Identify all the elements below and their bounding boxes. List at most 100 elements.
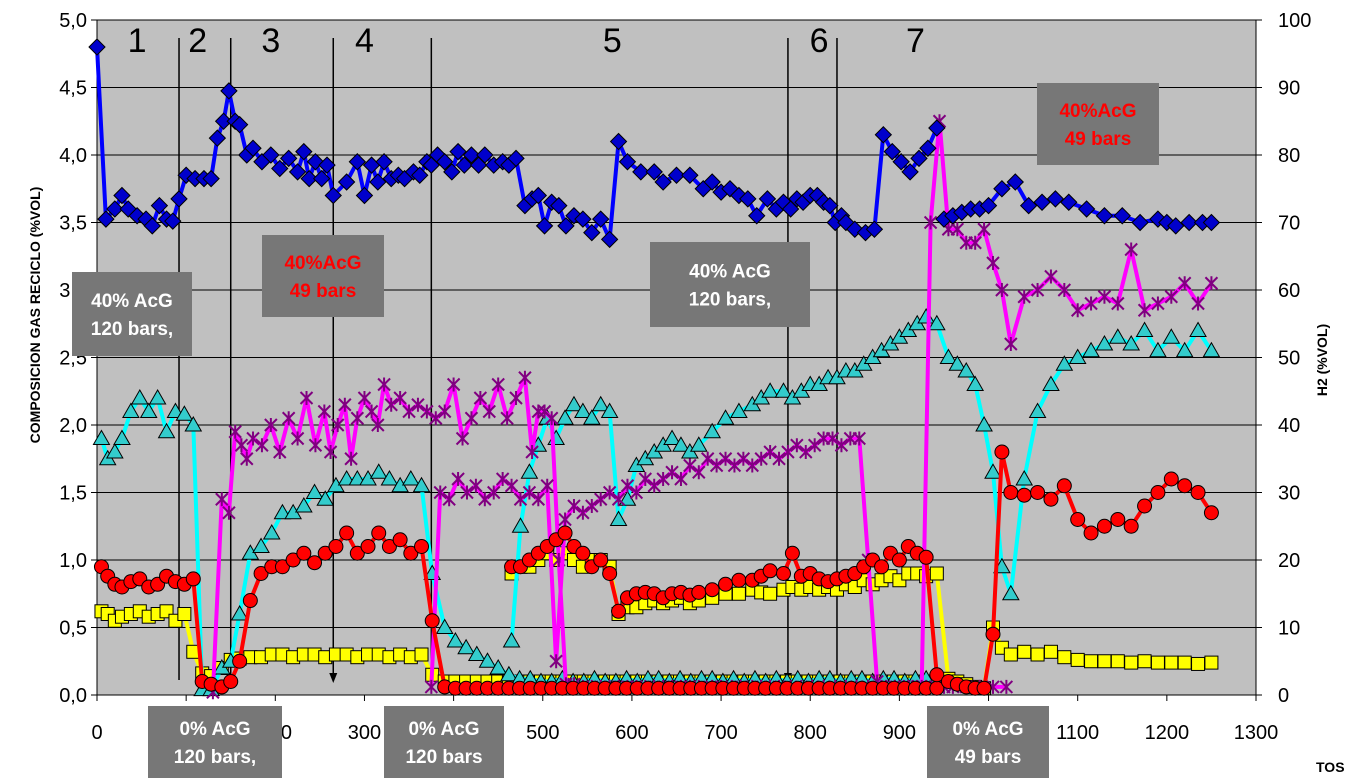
data-point: [531, 492, 546, 507]
data-point: [491, 377, 505, 392]
data-point: [482, 404, 496, 419]
data-point: [184, 415, 203, 432]
ann-p5-box: 40% AcG 120 bars,: [650, 242, 810, 327]
data-point: [318, 156, 336, 174]
data-point: [360, 539, 376, 554]
y2-tick-label: 40: [1278, 415, 1300, 437]
data-point: [611, 603, 627, 619]
data-point: [348, 153, 367, 171]
data-point: [1017, 289, 1031, 304]
data-point: [874, 126, 893, 144]
data-point: [467, 645, 486, 661]
data-point: [1150, 655, 1165, 670]
data-point: [414, 539, 430, 554]
data-point: [1204, 655, 1219, 670]
data-point: [574, 402, 592, 418]
phase-label: 2: [188, 22, 207, 60]
data-point: [763, 586, 778, 601]
data-point: [703, 173, 721, 191]
data-point: [667, 166, 686, 184]
annotation-text: 120 bars,: [689, 290, 771, 311]
data-point: [305, 483, 324, 499]
data-point: [1151, 296, 1165, 311]
data-point: [414, 647, 429, 662]
data-point: [119, 200, 137, 218]
data-point: [371, 525, 387, 541]
data-point: [495, 472, 510, 486]
data-point: [1110, 512, 1126, 527]
data-point: [1004, 337, 1018, 351]
data-point: [1070, 652, 1085, 667]
annotation-bg: [148, 706, 282, 778]
data-point: [1190, 485, 1206, 500]
data-point: [807, 438, 822, 453]
data-point: [1137, 498, 1153, 514]
data-point: [357, 391, 372, 405]
data-point: [772, 451, 786, 466]
data-point: [665, 465, 679, 480]
data-point: [919, 139, 937, 157]
annotation-text: 0% AcG: [408, 719, 479, 740]
data-point: [122, 402, 140, 418]
data-point: [177, 607, 192, 621]
data-point: [966, 375, 985, 391]
data-point: [1124, 242, 1138, 257]
data-point: [511, 517, 530, 533]
data-point: [464, 411, 479, 426]
data-point: [331, 418, 345, 432]
data-point: [317, 545, 333, 561]
data-point: [999, 679, 1014, 694]
data-point: [476, 146, 494, 164]
data-point: [950, 222, 965, 237]
data-point: [1019, 196, 1038, 215]
y-axis-title: COMPOSICION GAS RECICLO (%VOL): [27, 187, 43, 444]
data-point: [629, 485, 644, 500]
data-point: [1111, 296, 1125, 311]
data-point: [927, 314, 946, 331]
data-point: [929, 566, 944, 581]
data-point: [1016, 487, 1032, 503]
data-point: [1015, 469, 1034, 486]
annotation-text: 49 bars: [290, 281, 357, 302]
data-point: [1033, 193, 1051, 211]
data-point: [529, 186, 548, 205]
data-point: [290, 431, 305, 446]
data-point: [748, 207, 766, 225]
annotation-bg: [384, 706, 504, 778]
data-point: [1057, 650, 1072, 665]
data-point: [681, 166, 699, 184]
y-tick-label: 0,5: [59, 618, 87, 640]
data-point: [709, 458, 724, 473]
data-point: [300, 169, 318, 188]
data-point: [170, 190, 188, 208]
data-point: [202, 169, 220, 188]
data-point: [691, 584, 707, 600]
data-point: [609, 132, 628, 151]
series-circle-7: [504, 444, 1219, 696]
data-point: [113, 429, 131, 445]
data-point: [535, 217, 554, 235]
data-point: [337, 469, 356, 486]
data-point: [883, 142, 901, 161]
data-point: [834, 438, 849, 453]
data-point: [1163, 471, 1179, 487]
data-point: [923, 215, 938, 230]
data-point: [220, 82, 238, 100]
data-point: [821, 196, 839, 215]
data-point: [338, 397, 352, 412]
data-point: [609, 510, 628, 526]
data-point: [344, 451, 358, 466]
data-point: [435, 618, 454, 634]
data-point: [487, 485, 501, 500]
data-point: [799, 445, 813, 459]
data-point: [1083, 525, 1099, 541]
data-point: [513, 492, 528, 507]
data-point: [478, 652, 497, 668]
data-point: [285, 552, 301, 568]
data-point: [761, 382, 779, 398]
data-point: [364, 404, 379, 419]
data-point: [600, 402, 619, 418]
y2-tick-label: 90: [1278, 78, 1300, 100]
data-point: [323, 445, 338, 459]
